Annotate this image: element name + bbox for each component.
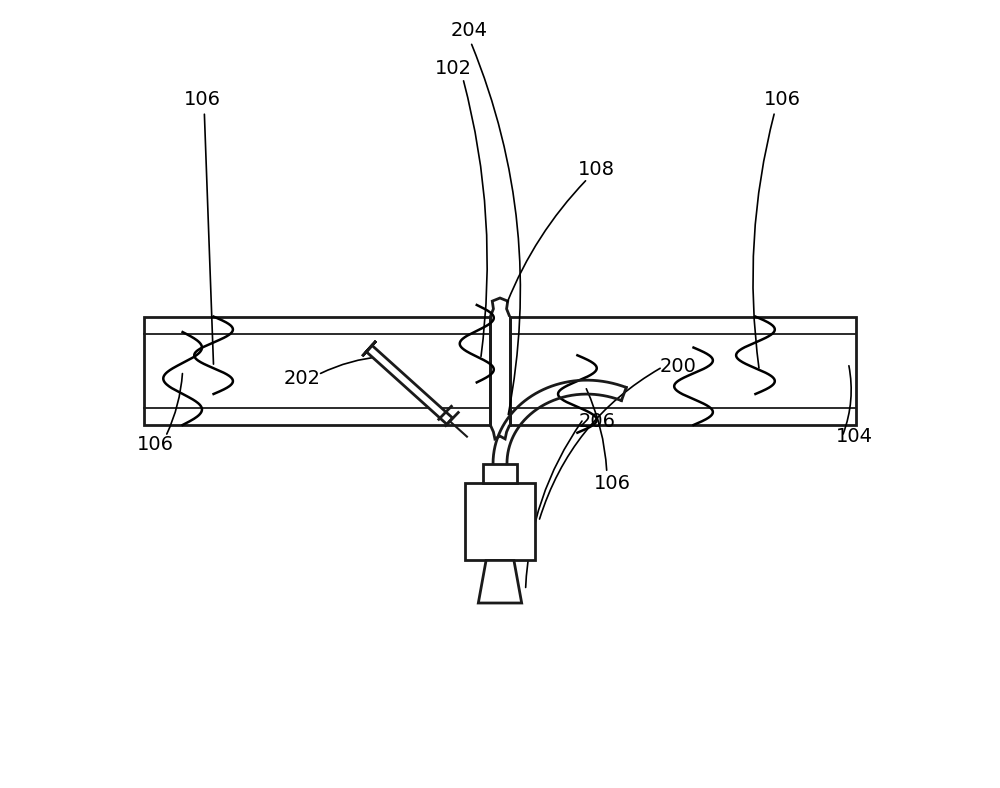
Text: 108: 108 (578, 160, 615, 179)
Text: 102: 102 (435, 59, 472, 78)
Text: 106: 106 (183, 91, 220, 110)
Text: 106: 106 (764, 91, 801, 110)
Bar (510, 317, 856, 425)
Polygon shape (362, 341, 376, 356)
Polygon shape (478, 560, 522, 603)
Text: 106: 106 (137, 435, 174, 454)
Bar (144, 317, 490, 425)
Text: 202: 202 (284, 369, 321, 388)
Bar (483, 463, 517, 483)
Text: 106: 106 (594, 474, 631, 492)
Text: 206: 206 (578, 411, 615, 430)
Text: 204: 204 (451, 20, 488, 39)
Bar (465, 483, 535, 560)
Text: 200: 200 (660, 358, 696, 377)
Text: 104: 104 (836, 427, 873, 446)
Polygon shape (366, 345, 453, 424)
